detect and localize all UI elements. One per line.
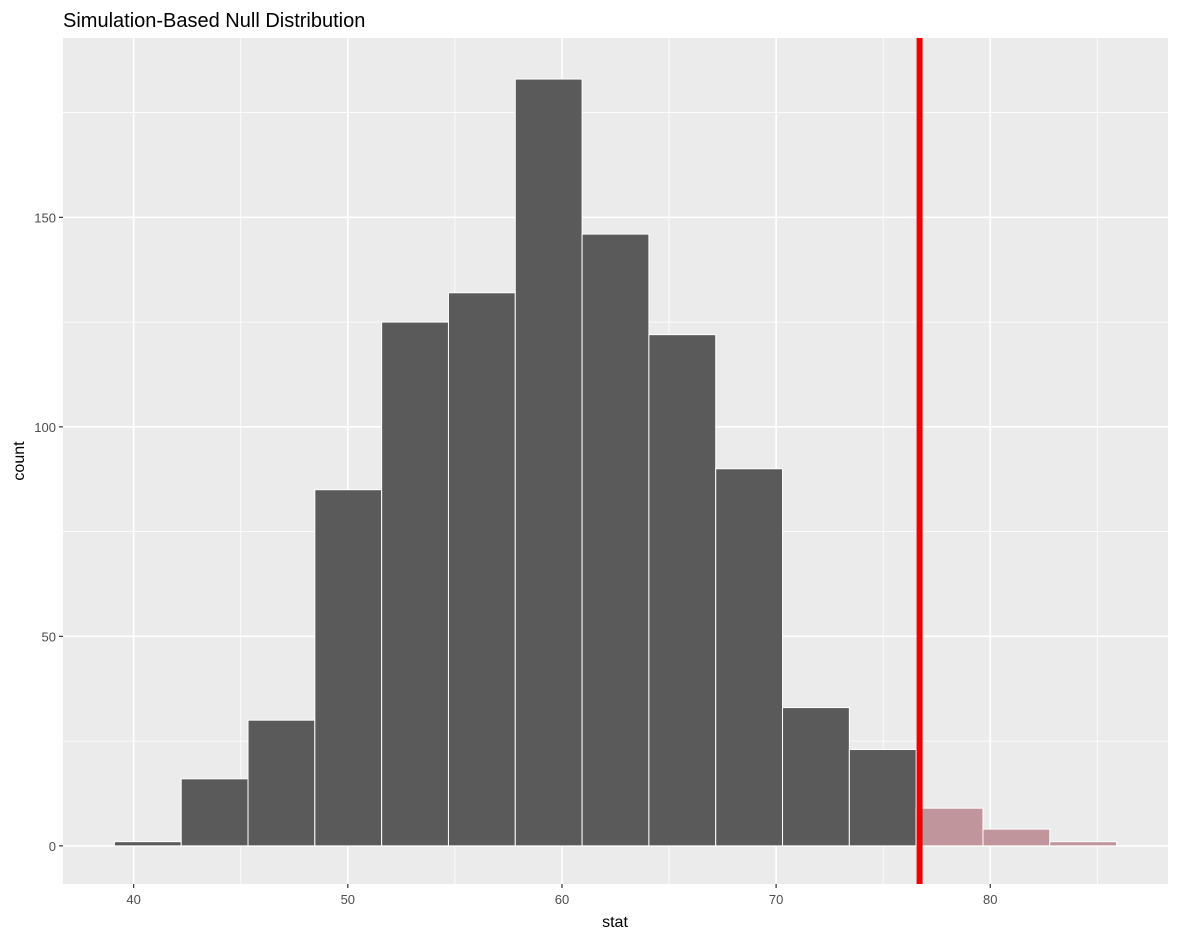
histogram-bar-shaded xyxy=(982,828,1051,847)
histogram-bar xyxy=(648,334,717,847)
histogram-bar xyxy=(247,719,316,847)
histogram-bar xyxy=(848,748,917,847)
histogram-bar xyxy=(314,489,383,847)
histogram-bar xyxy=(782,707,850,847)
y-axis-label: count xyxy=(11,441,28,481)
y-tick-label: 100 xyxy=(34,420,56,435)
histogram-bar-shaded xyxy=(915,807,984,847)
y-tick-label: 150 xyxy=(34,210,56,225)
x-axis-label: stat xyxy=(602,914,628,931)
chart-title: Simulation-Based Null Distribution xyxy=(63,10,365,32)
histogram-bar xyxy=(447,292,516,847)
histogram-bar xyxy=(715,468,784,847)
x-tick-label: 70 xyxy=(769,892,783,907)
x-tick-label: 40 xyxy=(126,892,140,907)
x-tick-label: 80 xyxy=(983,892,997,907)
histogram-bar xyxy=(381,321,449,847)
histogram-bar xyxy=(113,841,182,847)
x-tick-label: 60 xyxy=(555,892,569,907)
histogram-bar xyxy=(514,78,583,847)
x-tick-label: 50 xyxy=(341,892,355,907)
histogram-bar xyxy=(180,778,249,847)
histogram-bar-shaded xyxy=(1049,841,1118,847)
y-tick-label: 50 xyxy=(42,629,56,644)
y-tick-label: 0 xyxy=(49,839,56,854)
histogram-bar xyxy=(581,233,650,847)
